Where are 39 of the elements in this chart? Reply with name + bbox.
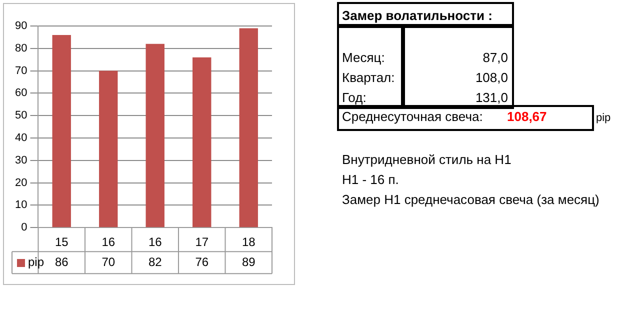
data-label: 76 (195, 254, 209, 269)
legend-label: pip (28, 254, 44, 269)
x-tick-label: 16 (148, 235, 162, 250)
data-label: 89 (242, 254, 256, 269)
data-label: 82 (148, 254, 162, 269)
text: Внутридневной стиль на H1 (342, 152, 512, 168)
data-label: 86 (54, 254, 69, 269)
y-tick-label: 10 (14, 199, 28, 212)
text: 108,0 (475, 70, 508, 86)
y-tick-label: 70 (14, 64, 28, 77)
data-label: 70 (102, 254, 116, 269)
y-tick-label: 80 (14, 42, 28, 54)
y-tick-label: 50 (14, 110, 28, 122)
text: Квартал: (342, 70, 395, 86)
x-tick-label: 16 (102, 235, 116, 250)
bar (99, 70, 118, 228)
bar (239, 28, 258, 228)
x-tick-label: 17 (195, 235, 209, 250)
text: Год: (342, 90, 366, 106)
bar (146, 44, 164, 228)
bar (192, 57, 212, 228)
text: Среднесуточная свеча: (342, 109, 483, 125)
y-tick-label: 20 (14, 176, 28, 189)
y-tick-label: 40 (14, 132, 28, 144)
y-tick-label: 60 (14, 87, 28, 100)
y-tick-label: 30 (14, 154, 28, 166)
bar (52, 34, 71, 228)
text: Замер волатильности : (342, 8, 492, 24)
text: 131,0 (475, 90, 508, 106)
text: H1 - 16 п. (342, 172, 399, 188)
text: 108,67 (507, 109, 547, 125)
y-tick-label: 90 (14, 20, 28, 32)
text: 87,0 (482, 50, 508, 66)
y-tick-label: 0 (21, 222, 28, 234)
text: Месяц: (342, 50, 385, 66)
x-tick-label: 18 (242, 235, 256, 250)
x-tick-label: 15 (54, 235, 69, 250)
text: pip (596, 111, 611, 126)
text: Замер H1 среднечасовая свеча (за месяц) (342, 192, 600, 208)
